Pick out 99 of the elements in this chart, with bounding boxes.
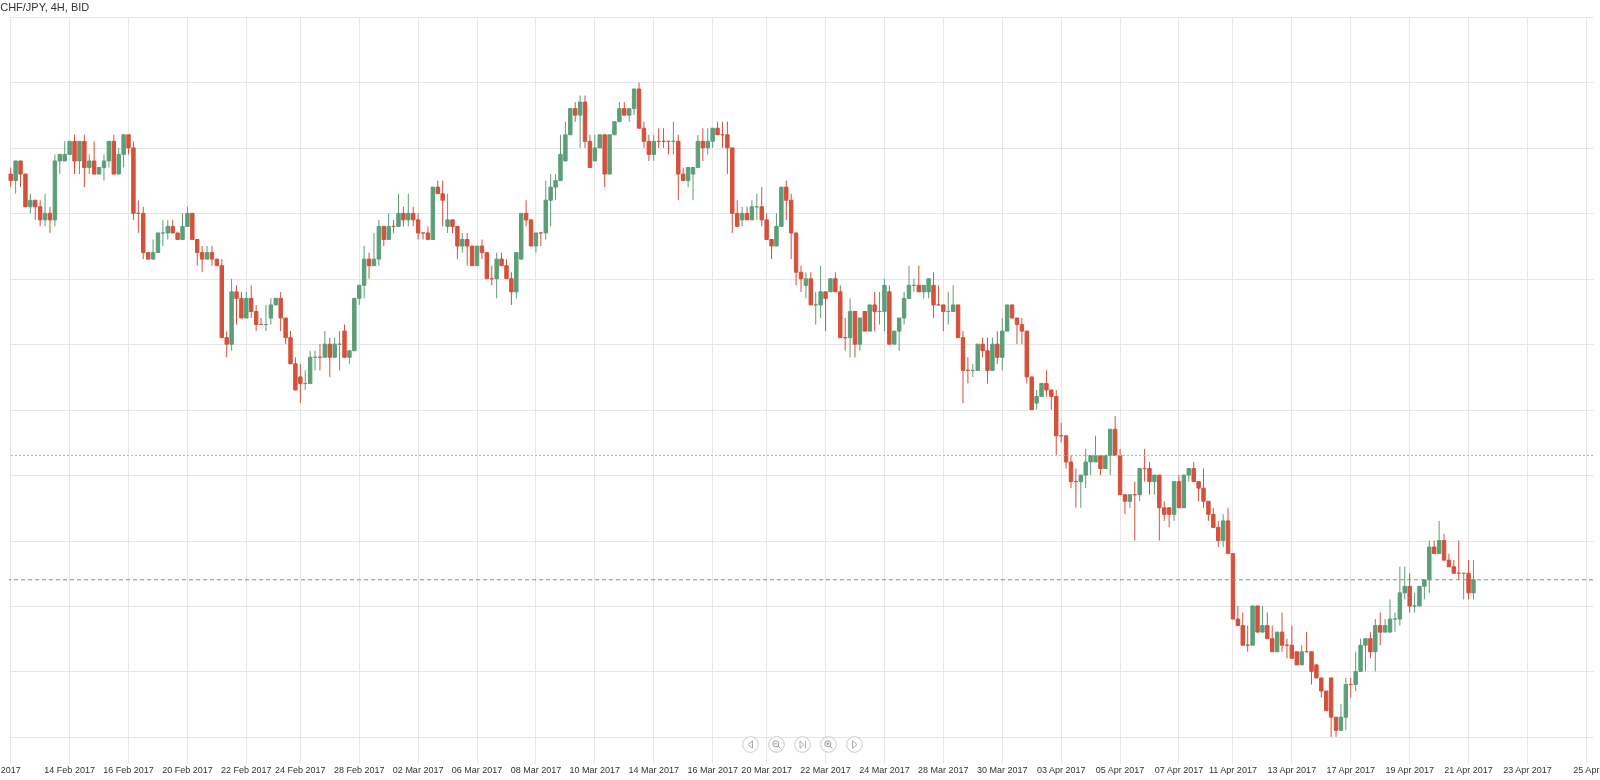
candlestick — [445, 193, 450, 234]
candlestick — [106, 140, 112, 169]
candlestick — [862, 310, 868, 332]
x-tick-label: 11 Apr 2017 — [1209, 764, 1257, 775]
x-tick-label: 02 Mar 2017 — [392, 764, 444, 775]
candlestick — [1368, 631, 1373, 659]
candlestick — [494, 252, 499, 299]
candlestick — [460, 232, 465, 254]
x-tick-label: 19 Apr 2017 — [1385, 764, 1434, 775]
x-tick-label: 22 Mar 2017 — [800, 764, 851, 775]
x-tick-label: 24 Mar 2017 — [859, 764, 910, 775]
chart-title: CHF/JPY, 4H, BID — [0, 1, 90, 13]
x-tick-label: 24 Feb 2017 — [275, 764, 326, 775]
candlestick — [950, 284, 956, 312]
x-tick-label: 16 Mar 2017 — [687, 764, 738, 775]
candlestick — [818, 265, 823, 319]
candlestick — [366, 252, 372, 280]
candlestick — [592, 134, 598, 162]
x-tick-label: 14 Mar 2017 — [628, 764, 680, 775]
candlestick — [1166, 507, 1172, 528]
candlestick — [8, 167, 13, 188]
candlestick — [77, 140, 82, 175]
candlestick — [685, 167, 691, 188]
candlestick — [941, 304, 946, 332]
candlestick — [1377, 611, 1383, 646]
candlestick — [1220, 513, 1226, 548]
x-tick-label: 14 Feb 2017 — [44, 764, 95, 775]
candlestick — [1382, 618, 1388, 633]
candlestick — [1387, 598, 1393, 633]
x-tick-label: 16 Feb 2017 — [103, 764, 154, 775]
candlestick — [995, 330, 1000, 365]
candlestick — [1152, 474, 1157, 496]
candlestick — [327, 337, 332, 378]
candlestick — [37, 199, 43, 227]
x-tick-label: 07 Apr 2017 — [1154, 764, 1204, 775]
x-tick-label: 28 Feb 2017 — [333, 764, 385, 775]
x-tick-label: 17 Apr 2017 — [1326, 764, 1376, 775]
candlestick — [700, 127, 706, 162]
candlestick — [1260, 605, 1265, 633]
candlestick — [1279, 611, 1285, 653]
candlestick — [268, 297, 274, 326]
x-tick-label: 22 Feb 2017 — [221, 764, 272, 775]
x-tick-label: 05 Apr 2017 — [1095, 764, 1145, 775]
x-tick-label: 28 Mar 2017 — [918, 764, 969, 775]
candlestick — [209, 245, 215, 267]
candlestick — [91, 140, 97, 175]
candlestick — [13, 160, 18, 195]
candlestick — [749, 199, 755, 221]
candlestick — [651, 134, 656, 162]
candlestick — [28, 193, 33, 214]
candlestick — [396, 193, 401, 227]
x-tick-label: 20 Mar 2017 — [741, 764, 792, 775]
candlestick — [204, 245, 210, 260]
x-tick-label: 06 Mar 2017 — [451, 764, 503, 775]
x-tick-label: 23 Apr 2017 — [1503, 764, 1552, 775]
candlestick — [474, 245, 480, 267]
candlestick — [47, 206, 53, 234]
candlestick — [538, 232, 544, 247]
candlestick — [1127, 494, 1133, 509]
candlestick — [744, 206, 750, 221]
candlestick — [1407, 572, 1412, 613]
x-tick-label: 13 Apr 2017 — [1267, 764, 1317, 775]
x-tick-label: 30 Mar 2017 — [976, 764, 1028, 775]
candlestick — [803, 271, 809, 299]
x-tick-label: 21 Apr 2017 — [1444, 764, 1493, 775]
candlestick — [931, 271, 936, 319]
candlestick — [381, 225, 386, 247]
candlestick — [739, 206, 745, 227]
candlestick — [1471, 559, 1476, 600]
candlestick — [577, 95, 583, 149]
candlestick — [1466, 559, 1471, 600]
x-tick-label: 25 Apr — [1573, 764, 1600, 775]
candlestick — [72, 134, 77, 175]
candlestick — [823, 291, 828, 332]
candlestick — [425, 225, 431, 240]
x-tick-label: 03 Apr 2017 — [1036, 764, 1086, 775]
candlestick — [1299, 644, 1304, 666]
candlestick — [572, 101, 578, 123]
x-tick-label: 20 Feb 2017 — [162, 764, 213, 775]
candlestick — [415, 212, 421, 240]
candlestick — [244, 291, 249, 319]
candlestick — [631, 88, 637, 116]
x-tick-label: 10 Mar 2017 — [569, 764, 621, 775]
x-tick-label: 2017 — [0, 764, 21, 775]
candlestick — [1436, 520, 1442, 555]
candlestick — [1147, 461, 1152, 496]
candlestick — [87, 153, 92, 175]
candlestick — [916, 265, 922, 293]
candlestick — [872, 291, 877, 332]
candlestick — [332, 337, 337, 358]
candlestick — [42, 193, 48, 227]
candlestick — [386, 212, 391, 240]
candlestick — [465, 232, 470, 267]
candlestick — [533, 232, 539, 254]
candlestick — [401, 206, 406, 227]
candlestick — [1274, 631, 1280, 653]
candlestick — [322, 330, 328, 358]
x-tick-label: 08 Mar 2017 — [510, 764, 562, 775]
candlestick — [406, 193, 411, 227]
